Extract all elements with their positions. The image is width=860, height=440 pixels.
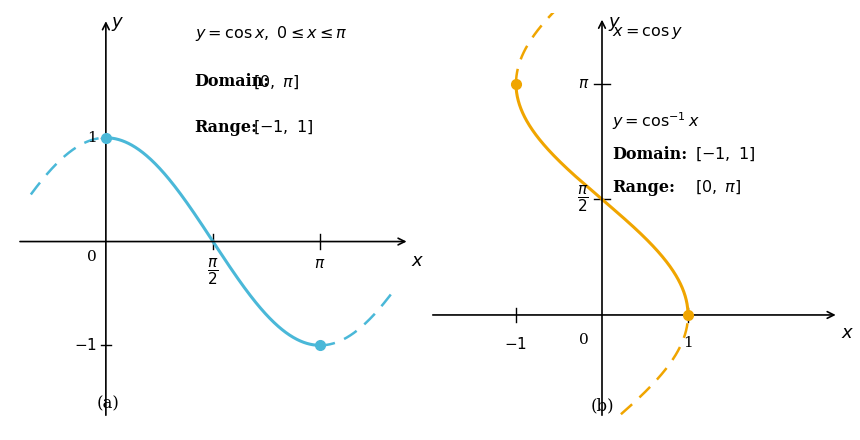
Text: Range:: Range: — [194, 119, 257, 136]
Text: $y$: $y$ — [111, 15, 125, 33]
Text: Domain:: Domain: — [194, 73, 270, 90]
Text: $x = \cos y$: $x = \cos y$ — [612, 24, 683, 41]
Text: $x$: $x$ — [841, 324, 854, 342]
Text: $[-1,\ 1]$: $[-1,\ 1]$ — [695, 146, 755, 163]
Text: $\pi$: $\pi$ — [315, 257, 326, 271]
Text: $\dfrac{\pi}{2}$: $\dfrac{\pi}{2}$ — [577, 184, 589, 214]
Text: Domain:: Domain: — [612, 146, 688, 163]
Text: $\dfrac{\pi}{2}$: $\dfrac{\pi}{2}$ — [207, 257, 218, 287]
Text: $-1$: $-1$ — [74, 337, 97, 353]
Text: (a): (a) — [96, 396, 119, 413]
Text: 0: 0 — [87, 250, 96, 264]
Text: $[-1,\ 1]$: $[-1,\ 1]$ — [253, 119, 313, 136]
Text: $y = \cos^{-1}x$: $y = \cos^{-1}x$ — [612, 110, 700, 132]
Text: $\pi$: $\pi$ — [578, 77, 589, 91]
Text: $y$: $y$ — [608, 15, 621, 33]
Text: 1: 1 — [87, 131, 97, 145]
Text: Range:: Range: — [612, 179, 675, 196]
Text: $y = \cos x,\ 0 \leq x \leq \pi$: $y = \cos x,\ 0 \leq x \leq \pi$ — [194, 24, 347, 43]
Text: $[0,\ \pi]$: $[0,\ \pi]$ — [253, 73, 299, 91]
Text: $x$: $x$ — [411, 252, 425, 270]
Text: (b): (b) — [590, 397, 614, 414]
Text: $[0,\ \pi]$: $[0,\ \pi]$ — [695, 179, 741, 196]
Text: 1: 1 — [683, 336, 693, 349]
Text: $-1$: $-1$ — [505, 336, 527, 352]
Text: 0: 0 — [580, 333, 589, 347]
